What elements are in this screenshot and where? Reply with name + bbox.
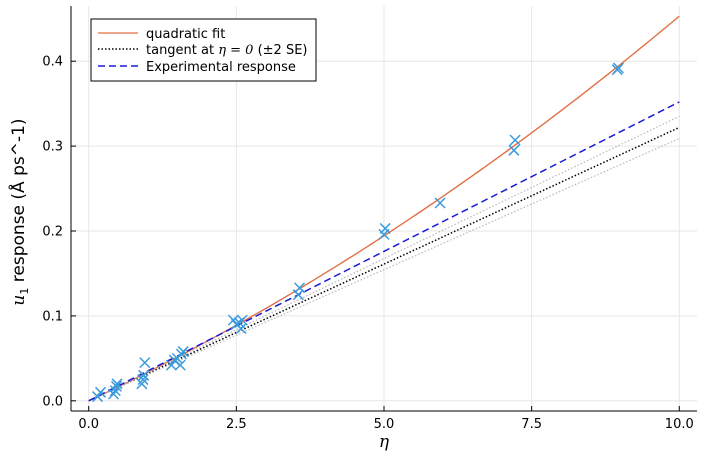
experimental-line [88,101,680,402]
x-tick-label: 5.0 [374,417,395,432]
data-point [434,197,446,209]
series-lines [88,15,680,402]
data-point [94,386,107,398]
x-axis-label: η [379,432,390,452]
data-point [137,374,149,386]
legend-tangent-suffix: SE) [282,43,308,58]
legend-experimental-label: Experimental response [146,60,296,75]
y-tick-label: 0.3 [42,140,63,155]
legend: quadratic fit tangent at η = 0 (±2 SE) E… [90,18,317,82]
legend-tangent-math: η = 0 [218,43,253,58]
data-point [612,62,624,74]
data-point [107,388,120,400]
x-tick-label: 10.0 [665,417,694,432]
se-band-line [88,137,680,402]
data-point [174,359,186,371]
y-tick-label: 0.1 [42,309,63,324]
legend-box [90,18,317,82]
fit-line [88,15,680,402]
y-tick-label: 0.2 [42,225,63,240]
y-axis-label-subscript: 1 [18,288,31,295]
data-point [136,378,148,390]
x-tick-label: 2.5 [226,417,247,432]
grid [71,6,697,411]
data-point [379,222,391,234]
data-points [92,62,624,403]
data-point [177,346,189,358]
data-point [508,144,520,156]
y-tick-label: 0.4 [42,55,63,70]
data-point [110,380,123,392]
x-tick-label: 0.0 [78,417,99,432]
data-point [294,282,306,294]
y-axis-label: u1 response (Å ps^-1) [7,118,31,305]
se-band-line [88,115,680,402]
y-axis-label-text: response (Å ps^-1) [7,118,29,287]
legend-tangent-prefix: tangent at [146,43,218,58]
data-point [111,378,123,390]
y-axis-label-symbol: u [9,295,29,306]
legend-tangent-label: tangent at η = 0 (±2 SE) [146,43,307,58]
data-point [509,134,521,146]
ticks: 0.0 2.5 5.0 7.5 10.0 0.0 0.1 0.2 0.3 0.4 [42,55,693,432]
x-tick-label: 7.5 [521,417,542,432]
y-tick-label: 0.0 [42,394,63,409]
data-point [236,314,248,326]
legend-tangent-pm: (±2 [253,43,281,58]
data-point [109,385,121,397]
data-point [138,369,150,381]
legend-fit-label: quadratic fit [146,27,225,42]
data-point [139,357,151,369]
